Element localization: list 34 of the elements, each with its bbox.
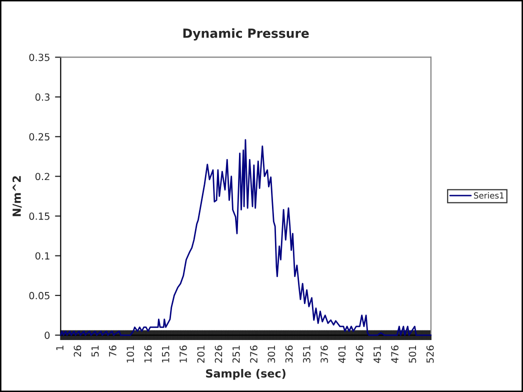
x-tick-label: 251 bbox=[232, 346, 240, 363]
x-tick-label: 451 bbox=[374, 346, 381, 363]
y-tick-label: 0 bbox=[44, 332, 50, 339]
y-axis-title: N/m^2 bbox=[12, 176, 22, 216]
x-tick-label: 76 bbox=[109, 345, 116, 356]
x-tick-label: 401 bbox=[338, 346, 346, 363]
x-tick-label: 426 bbox=[356, 345, 364, 363]
x-tick-label: 376 bbox=[320, 345, 328, 363]
x-tick-label: 276 bbox=[250, 345, 258, 363]
y-tick-label: 0.05 bbox=[29, 292, 50, 300]
y-tick-label: 0.15 bbox=[29, 212, 50, 220]
x-axis-title: Sample (sec) bbox=[206, 368, 286, 380]
x-tick-label: 476 bbox=[391, 345, 399, 363]
x-tick-label: 176 bbox=[180, 345, 187, 362]
x-tick-label: 26 bbox=[74, 345, 82, 357]
x-tick-label: 301 bbox=[268, 346, 276, 363]
x-tick-label: 226 bbox=[214, 345, 222, 363]
x-tick-label: 126 bbox=[144, 345, 152, 362]
x-tick-label: 1 bbox=[56, 346, 64, 350]
x-tick-label: 101 bbox=[126, 346, 134, 362]
chart-title: Dynamic Pressure bbox=[183, 28, 309, 40]
y-tick-label: 0.35 bbox=[29, 54, 50, 62]
x-tick-label: 351 bbox=[302, 346, 310, 363]
x-tick-label: 526 bbox=[426, 345, 434, 363]
x-tick-label: 201 bbox=[197, 346, 205, 363]
x-tick-label: 51 bbox=[92, 346, 99, 357]
x-tick-label: 326 bbox=[285, 345, 293, 363]
y-tick-label: 0.3 bbox=[35, 93, 50, 101]
y-tick-label: 0.1 bbox=[35, 252, 50, 260]
legend-label: Series1 bbox=[474, 192, 504, 199]
y-tick-label: 0.2 bbox=[35, 172, 50, 180]
x-tick-label: 501 bbox=[408, 346, 416, 363]
x-tick-label: 151 bbox=[162, 346, 170, 362]
y-tick-label: 0.25 bbox=[29, 133, 50, 140]
